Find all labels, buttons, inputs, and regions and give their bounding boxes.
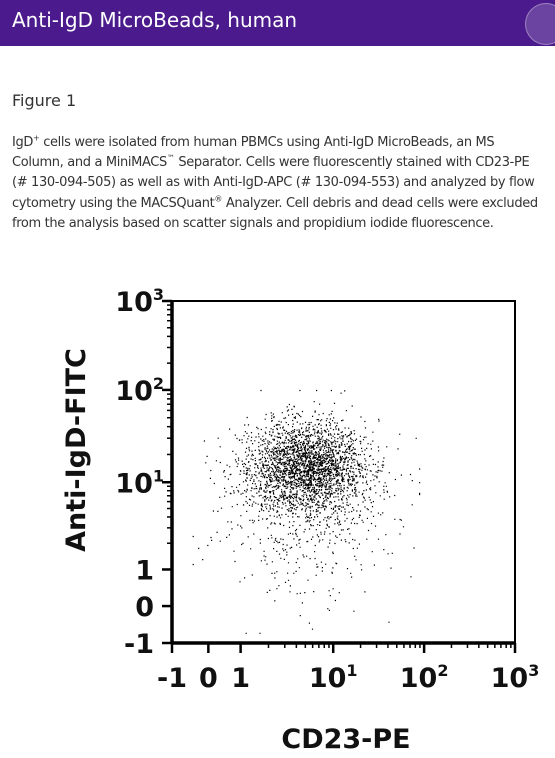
x-tick-label: -1 (157, 663, 187, 694)
x-axis-ticks: -1 0 1 101 102 103 (157, 643, 539, 694)
y-tick-base: 10 (115, 287, 153, 318)
caption-tm: ™ (166, 153, 175, 163)
x-tick-label: 101 (309, 661, 358, 694)
y-tick-base: 10 (115, 468, 153, 499)
x-tick-exponent: 1 (346, 661, 357, 680)
y-tick-base: 10 (115, 376, 153, 407)
caption-part2: Separator. Cells were fluorescently stai… (12, 155, 535, 211)
figure-label: Figure 1 (12, 91, 77, 110)
scatter-dots (192, 389, 421, 634)
y-axis-label: Anti-IgD-FITC (61, 348, 92, 552)
x-axis-label: CD23-PE (281, 724, 410, 755)
y-tick-label: 0 (135, 592, 154, 623)
scatter-points (192, 389, 421, 634)
page-header: Anti-IgD MicroBeads, human (0, 0, 555, 46)
figure-caption: IgD+ cells were isolated from human PBMC… (12, 133, 548, 234)
caption-part3: Analyzer. Cell debris and dead cells wer… (12, 195, 538, 231)
x-tick-exponent: 2 (437, 661, 448, 680)
y-tick-exponent: 3 (153, 285, 164, 304)
x-tick-label: 1 (231, 663, 250, 694)
y-tick-label: 1 (135, 555, 154, 586)
x-tick-label: 102 (400, 661, 449, 694)
caption-lead-sup: + (33, 133, 40, 143)
caption-part1: cells were isolated from human PBMCs usi… (12, 135, 495, 171)
header-menu-circle-icon[interactable] (525, 3, 555, 45)
y-tick-label: 101 (115, 466, 164, 499)
y-tick-exponent: 2 (153, 374, 164, 393)
y-tick-label: 102 (115, 374, 164, 407)
y-tick-label: 103 (115, 285, 164, 318)
x-tick-label: 103 (491, 661, 540, 694)
x-tick-label: 0 (199, 663, 218, 694)
x-tick-exponent: 3 (528, 661, 539, 680)
page-title: Anti-IgD MicroBeads, human (12, 8, 298, 32)
plot-frame (170, 300, 516, 645)
caption-reg: ® (214, 194, 223, 204)
caption-lead: IgD (12, 135, 34, 150)
y-tick-exponent: 1 (153, 466, 164, 485)
y-tick-label: -1 (124, 629, 154, 660)
